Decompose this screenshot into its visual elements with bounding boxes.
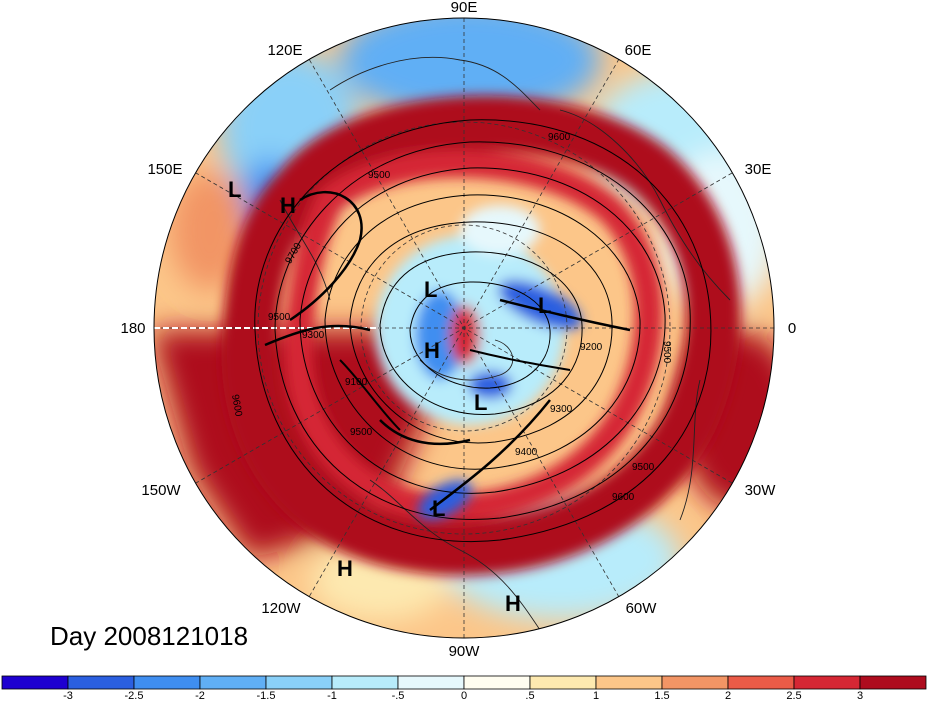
- lon-label-30w: 30W: [745, 482, 777, 499]
- colorbar: -3 -2.5 -2 -1.5 -1 -.5 0 .5 1 1.5 2 2.5 3: [1, 675, 927, 702]
- colorbar-swatch: [463, 675, 531, 690]
- lon-label-150e: 150E: [147, 161, 182, 178]
- colorbar-swatch: [529, 675, 597, 690]
- colorbar-tick-label: -2: [195, 690, 205, 702]
- colorbar-swatch: [727, 675, 795, 690]
- lon-label-60e: 60E: [625, 42, 652, 59]
- low-center-4: L: [474, 390, 487, 415]
- contour-label: 9300: [550, 404, 573, 415]
- contour-label: 9100: [345, 377, 368, 388]
- colorbar-swatch: [1, 675, 69, 690]
- colorbar-tick-label: .5: [525, 690, 534, 702]
- contour-label: 9600: [229, 394, 244, 418]
- lon-label-120w: 120W: [261, 600, 301, 617]
- contour-label: 9600: [612, 492, 635, 503]
- height-contours: [254, 119, 712, 542]
- colorbar-tick-label: -.5: [392, 690, 405, 702]
- anomaly-field: [154, 18, 774, 638]
- colorbar-swatch: [859, 675, 927, 690]
- colorbar-swatch: [793, 675, 861, 690]
- contour-label: 9500: [632, 462, 655, 473]
- colorbar-swatch: [199, 675, 267, 690]
- colorbar-swatch: [133, 675, 201, 690]
- colorbar-tick-label: -1: [327, 690, 337, 702]
- colorbar-tick-label: 1.5: [654, 690, 669, 702]
- colorbar-swatch: [397, 675, 465, 690]
- longitude-labels: 90E 60E 30E 0 30W 60W 90W 120W 150W 180 …: [120, 0, 796, 660]
- date-label: Day 2008121018: [50, 621, 248, 651]
- lon-label-150w: 150W: [141, 482, 181, 499]
- contour-label: 9500: [350, 427, 373, 438]
- colorbar-tick-label: 2.5: [786, 690, 801, 702]
- contour-label: 9600: [548, 132, 571, 143]
- contour-label: 9400: [515, 447, 538, 458]
- high-center-4: H: [505, 591, 521, 616]
- colorbar-swatch: [331, 675, 399, 690]
- colorbar-tick-label: 3: [857, 690, 863, 702]
- low-center-1: L: [228, 177, 241, 202]
- lon-label-90w: 90W: [449, 643, 481, 660]
- low-center-5: L: [432, 496, 445, 521]
- coastlines: [279, 56, 731, 631]
- contour-label: 9500: [268, 312, 291, 323]
- lon-label-60w: 60W: [626, 600, 658, 617]
- colorbar-swatch: [265, 675, 333, 690]
- colorbar-tick-label: 0: [461, 690, 467, 702]
- lon-label-180: 180: [120, 320, 145, 337]
- lon-label-0: 0: [788, 320, 796, 337]
- lon-label-120e: 120E: [267, 42, 302, 59]
- colorbar-tick-label: 1: [593, 690, 599, 702]
- lon-label-90e: 90E: [451, 0, 478, 16]
- lon-label-30e: 30E: [745, 161, 772, 178]
- low-center-2: L: [424, 277, 437, 302]
- low-center-3: L: [538, 293, 551, 318]
- colorbar-swatch: [67, 675, 135, 690]
- globe-outline: [153, 17, 775, 639]
- contour-label: 9500: [661, 341, 672, 364]
- colorbar-tick-label: 2: [725, 690, 731, 702]
- pressure-centers: L H L H L L L H H: [228, 177, 551, 616]
- contour-labels: 9600 9500 9700 9500 9300 9100 9200 9300 …: [229, 132, 672, 503]
- colorbar-tick-label: -3: [63, 690, 73, 702]
- high-center-1: H: [280, 193, 296, 218]
- contour-label: 9500: [368, 170, 391, 181]
- high-center-3: H: [337, 556, 353, 581]
- colorbar-tick-label: -1.5: [257, 690, 276, 702]
- colorbar-tick-label: -2.5: [125, 690, 144, 702]
- colorbar-swatch: [661, 675, 729, 690]
- contour-label: 9300: [302, 330, 325, 341]
- high-center-2: H: [424, 338, 440, 363]
- contour-label: 9200: [580, 342, 603, 353]
- colorbar-swatch: [595, 675, 663, 690]
